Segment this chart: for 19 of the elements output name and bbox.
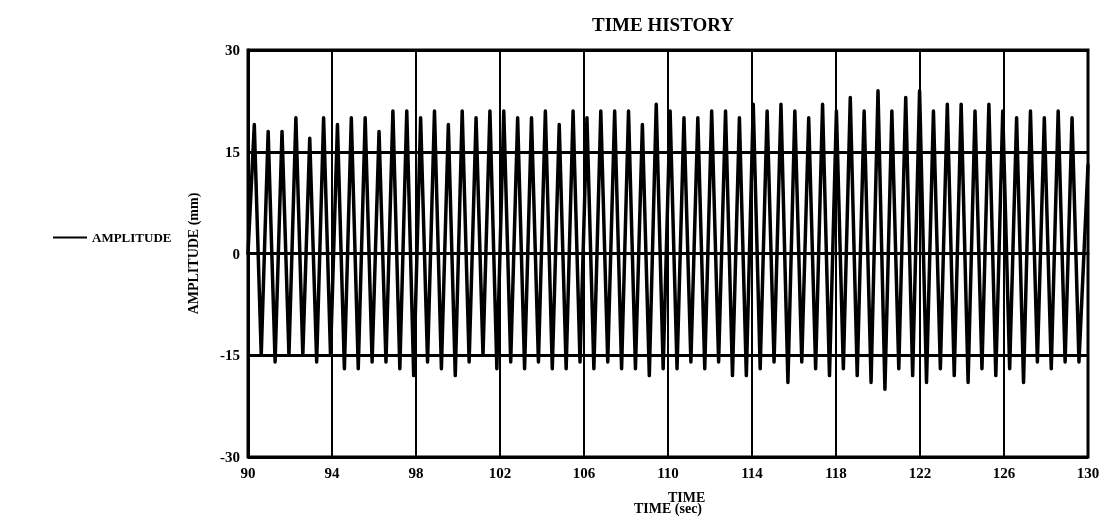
y-tick-label: -15 [220,347,240,364]
x-tick-label: 126 [992,464,1016,481]
x-tick-label: 94 [324,464,340,481]
x-tick-label: 130 [1076,464,1100,481]
x-tick-label: 114 [741,464,764,481]
x-tick-label: 98 [408,464,424,481]
x-tick-label: 118 [825,464,847,481]
legend-label: AMPLITUDE [92,230,172,245]
x-tick-label: 102 [488,464,512,481]
chart-title: TIME HISTORY [591,14,735,35]
y-axis-title: AMPLITUDE (mm) [185,192,202,315]
y-tick-label: -30 [220,449,240,465]
x-tick-label: 110 [657,464,679,481]
x-tick-label: 106 [572,464,596,481]
x-tick-label: 122 [908,464,932,481]
y-tick-label: 0 [232,245,240,262]
y-tick-label: 15 [225,143,240,160]
x-tick-label: 90 [240,464,256,481]
y-tick-label: 30 [225,42,240,58]
